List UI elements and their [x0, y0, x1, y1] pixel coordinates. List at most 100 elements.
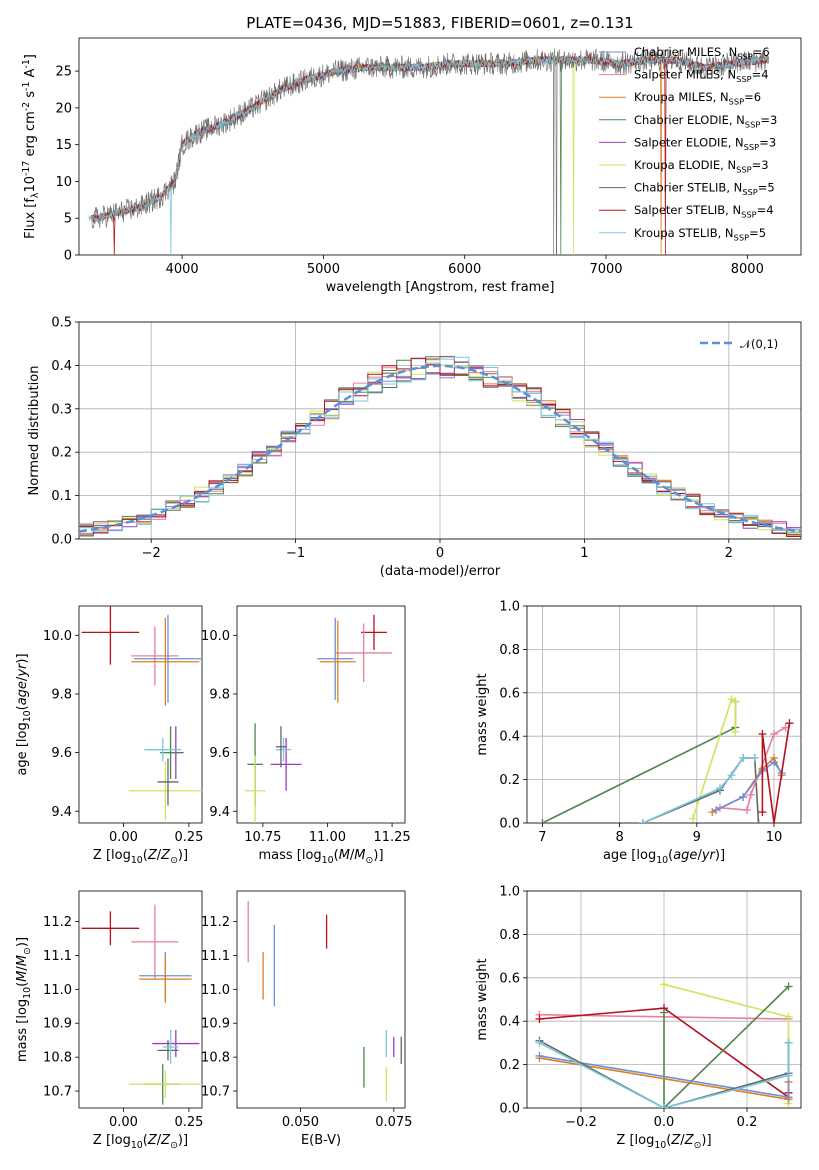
y-tick-label: 9.6 — [209, 746, 230, 761]
age_vs_Z-plot — [81, 606, 202, 821]
weight-marker — [660, 980, 668, 989]
axes-frame — [78, 37, 802, 256]
x-tick-label: 0.25 — [174, 1115, 203, 1130]
y-tick-label: 1.0 — [499, 600, 520, 615]
weight-marker — [535, 1015, 544, 1024]
x-tick-label: 9 — [693, 830, 701, 845]
x-tick-label: 0.075 — [375, 1115, 412, 1130]
x-axis-label: Z [log10​(Z/Z⊙​)] — [93, 1133, 188, 1151]
legend-label: Kroupa STELIB, NSSP​=5 — [634, 226, 766, 242]
y-tick-label: 0.5 — [51, 316, 72, 331]
y-tick-label: 0.2 — [499, 1058, 520, 1073]
x-tick-label: 11.25 — [373, 830, 410, 845]
x-tick-label: 7000 — [589, 262, 622, 277]
x-tick-label: 0.2 — [737, 1115, 758, 1130]
y-tick-label: 5 — [64, 212, 72, 227]
y-tick-label: 10.0 — [43, 629, 72, 644]
mass_vs_Z-plot — [81, 904, 202, 1105]
weight-marker — [731, 697, 740, 706]
y-tick-label: 10.0 — [201, 629, 230, 644]
x-tick-label: 10.75 — [244, 830, 281, 845]
y-tick-label: 10.9 — [201, 1017, 230, 1032]
weight-marker — [746, 790, 755, 799]
y-tick-label: 0 — [64, 249, 72, 264]
mass_vs_ebv-axes: 0.050 0.075 10.7 10.8 10.9 11.0 11.1 11.2 — [201, 890, 412, 1130]
x-tick-label: 8 — [615, 830, 623, 845]
legend-label: 𝒩(0,1) — [740, 337, 778, 351]
legend-label: Salpeter STELIB, NSSP​=4 — [634, 203, 774, 219]
y-tick-label: 10.8 — [43, 1051, 72, 1066]
weight-marker — [535, 1051, 544, 1060]
weight-marker — [731, 727, 740, 736]
x-axis-label: E(B-V) — [301, 1133, 341, 1148]
weight-marker — [638, 819, 647, 823]
legend-label: Kroupa ELODIE, NSSP​=3 — [634, 158, 769, 174]
weight-marker — [784, 982, 793, 991]
mass_vs_ebv-plot — [247, 901, 402, 1102]
weight-marker — [660, 1104, 668, 1108]
y-tick-label: 10.8 — [201, 1051, 230, 1066]
weight-marker — [784, 1071, 793, 1080]
axes-frame — [526, 605, 802, 824]
axes-frame — [236, 605, 406, 824]
weight-marker — [750, 753, 759, 762]
y-tick-label: 25 — [55, 65, 72, 80]
x-axis-label: Z [log10​(Z/Z⊙​)] — [93, 848, 188, 866]
y-tick-label: 10.7 — [201, 1085, 230, 1100]
y-tick-label: 11.0 — [43, 983, 72, 998]
weight-marker — [784, 1012, 793, 1021]
x-tick-label: 0.050 — [282, 1115, 319, 1130]
legend-label: Kroupa MILES, NSSP​=6 — [634, 90, 761, 106]
weight-marker — [769, 758, 778, 767]
y-axis-label: Flux [fλ​10-17​ erg cm-2​ s-1​ A-1​] — [21, 54, 41, 239]
age_vs_Z-axes: 0.00 0.25 9.4 9.6 9.8 10.0 — [43, 605, 203, 845]
weight-line — [539, 1042, 790, 1108]
x-tick-label: 0 — [436, 546, 444, 561]
weight_vs_Z-axes: −0.2 0.0 0.2 0.0 0.2 0.4 0.6 0.8 1.0 — [499, 885, 802, 1130]
weight-line — [692, 698, 737, 819]
y-tick-label: 1.0 — [499, 885, 520, 900]
x-tick-label: 8000 — [731, 262, 764, 277]
age_vs_mass-plot — [244, 614, 393, 823]
y-tick-label: 0.2 — [499, 773, 520, 788]
weight-marker — [769, 819, 778, 823]
y-tick-label: 0.0 — [499, 1102, 520, 1117]
y-tick-label: 10 — [55, 175, 72, 190]
weight-line — [761, 723, 791, 823]
x-tick-label: −0.2 — [565, 1115, 597, 1130]
legend-label: Salpeter MILES, NSSP​=4 — [634, 68, 769, 84]
x-tick-label: −2 — [142, 546, 161, 561]
weight-marker — [769, 730, 778, 739]
y-tick-label: 0.6 — [499, 686, 520, 701]
weight-marker — [739, 792, 748, 801]
axes-frame — [78, 890, 203, 1109]
y-tick-label: 9.8 — [209, 687, 230, 702]
weight_vs_Z-plot — [535, 980, 793, 1108]
weight-marker — [660, 1008, 668, 1017]
legend-label: Chabrier ELODIE, NSSP​=3 — [634, 113, 777, 129]
mass_vs_Z-axes: 0.00 0.25 10.7 10.8 10.9 11.0 11.1 11.2 — [43, 890, 203, 1130]
legend-label: Salpeter ELODIE, NSSP​=3 — [634, 135, 776, 151]
x-tick-label: 6000 — [448, 262, 481, 277]
age_vs_mass-axes: 10.75 11.00 11.25 9.4 9.6 9.8 10.0 — [201, 605, 411, 845]
weight-line — [663, 985, 790, 1108]
y-axis-label: age [log10​(age/yr)] — [15, 653, 33, 775]
y-tick-label: 0.0 — [51, 533, 72, 548]
y-axis-label: mass weight — [475, 673, 490, 755]
x-tick-label: −1 — [286, 546, 305, 561]
x-tick-label: 11.00 — [309, 830, 346, 845]
y-tick-label: 9.4 — [51, 805, 72, 820]
x-tick-label: 7 — [538, 830, 546, 845]
y-tick-label: 0.1 — [51, 489, 72, 504]
weight-marker — [754, 819, 763, 823]
normal-curve — [79, 364, 801, 533]
weight-marker — [715, 784, 724, 793]
y-tick-label: 11.1 — [43, 949, 72, 964]
weight-marker — [758, 808, 767, 817]
x-tick-label: 2 — [725, 546, 733, 561]
figure-title: PLATE=0436, MJD=51883, FIBERID=0601, z=0… — [246, 14, 633, 32]
y-tick-label: 9.4 — [209, 805, 230, 820]
x-tick-label: 0.00 — [109, 1115, 138, 1130]
spectrum-plot — [88, 48, 769, 255]
weight-marker — [538, 819, 547, 823]
